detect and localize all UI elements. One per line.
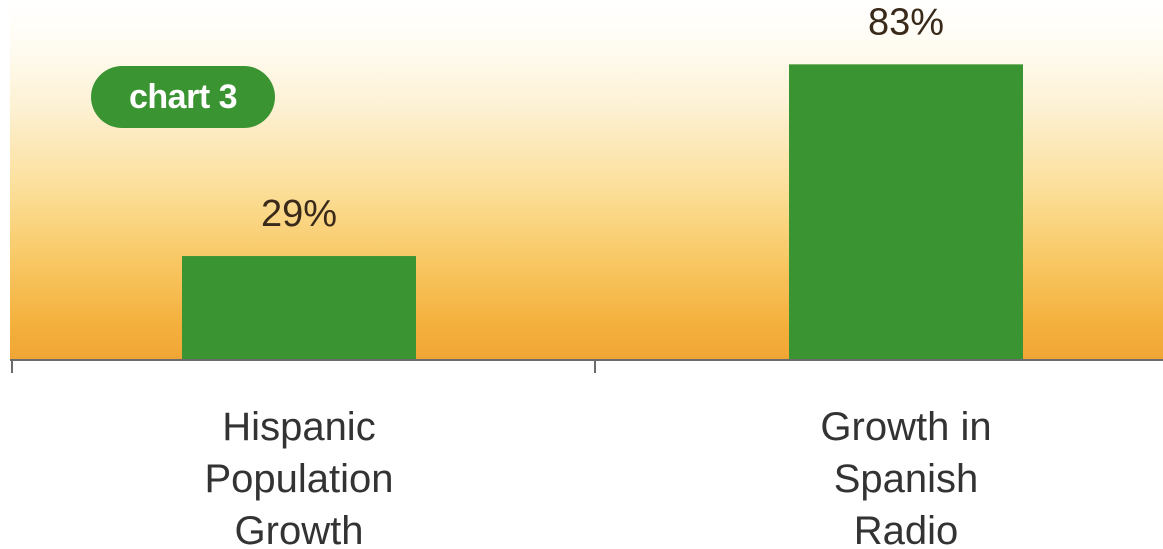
category-label-2: Growth in Spanish Radio bbox=[820, 405, 991, 549]
data-label-2: 83% bbox=[868, 1, 944, 43]
bar-2 bbox=[789, 64, 1023, 359]
data-label-1: 29% bbox=[261, 193, 337, 235]
category-label-1: Hispanic Population Growth bbox=[204, 405, 393, 549]
bar-1 bbox=[182, 256, 416, 359]
chart-number-badge: chart 3 bbox=[91, 66, 275, 128]
